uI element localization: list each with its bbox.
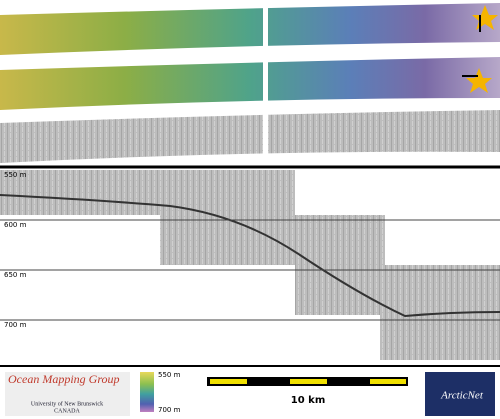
colorbar [140, 372, 154, 412]
colorbar-label: 700 m [158, 406, 181, 414]
country: CANADA [54, 408, 80, 414]
strip-2 [0, 57, 500, 110]
depth-label: 550 m [4, 171, 27, 179]
depth-label: 600 m [4, 221, 27, 229]
strip-3 [0, 110, 500, 163]
scale-seg [210, 379, 247, 384]
scale-label: 10 km [291, 395, 325, 406]
strips [0, 0, 500, 165]
colorbar-label: 550 m [158, 371, 181, 379]
depth-label: 700 m [4, 321, 27, 329]
profile: 550 m 600 m 650 m 700 m [0, 170, 500, 360]
footer: Ocean Mapping Group University of New Br… [5, 371, 495, 416]
logo-omg [5, 372, 130, 416]
star [472, 5, 498, 30]
logo-text: ArcticNet [440, 390, 484, 402]
depth-label: 650 m [4, 271, 27, 279]
strip-1 [0, 3, 500, 55]
gap [263, 0, 268, 165]
profile-block [160, 170, 295, 265]
scale-seg [370, 379, 406, 384]
scale-seg [290, 379, 327, 384]
university: University of New Brunswick [31, 400, 103, 407]
logo-arcticnet [425, 372, 495, 416]
star [466, 68, 492, 93]
group-name: Ocean Mapping Group [8, 372, 120, 386]
seafloor [0, 194, 500, 318]
